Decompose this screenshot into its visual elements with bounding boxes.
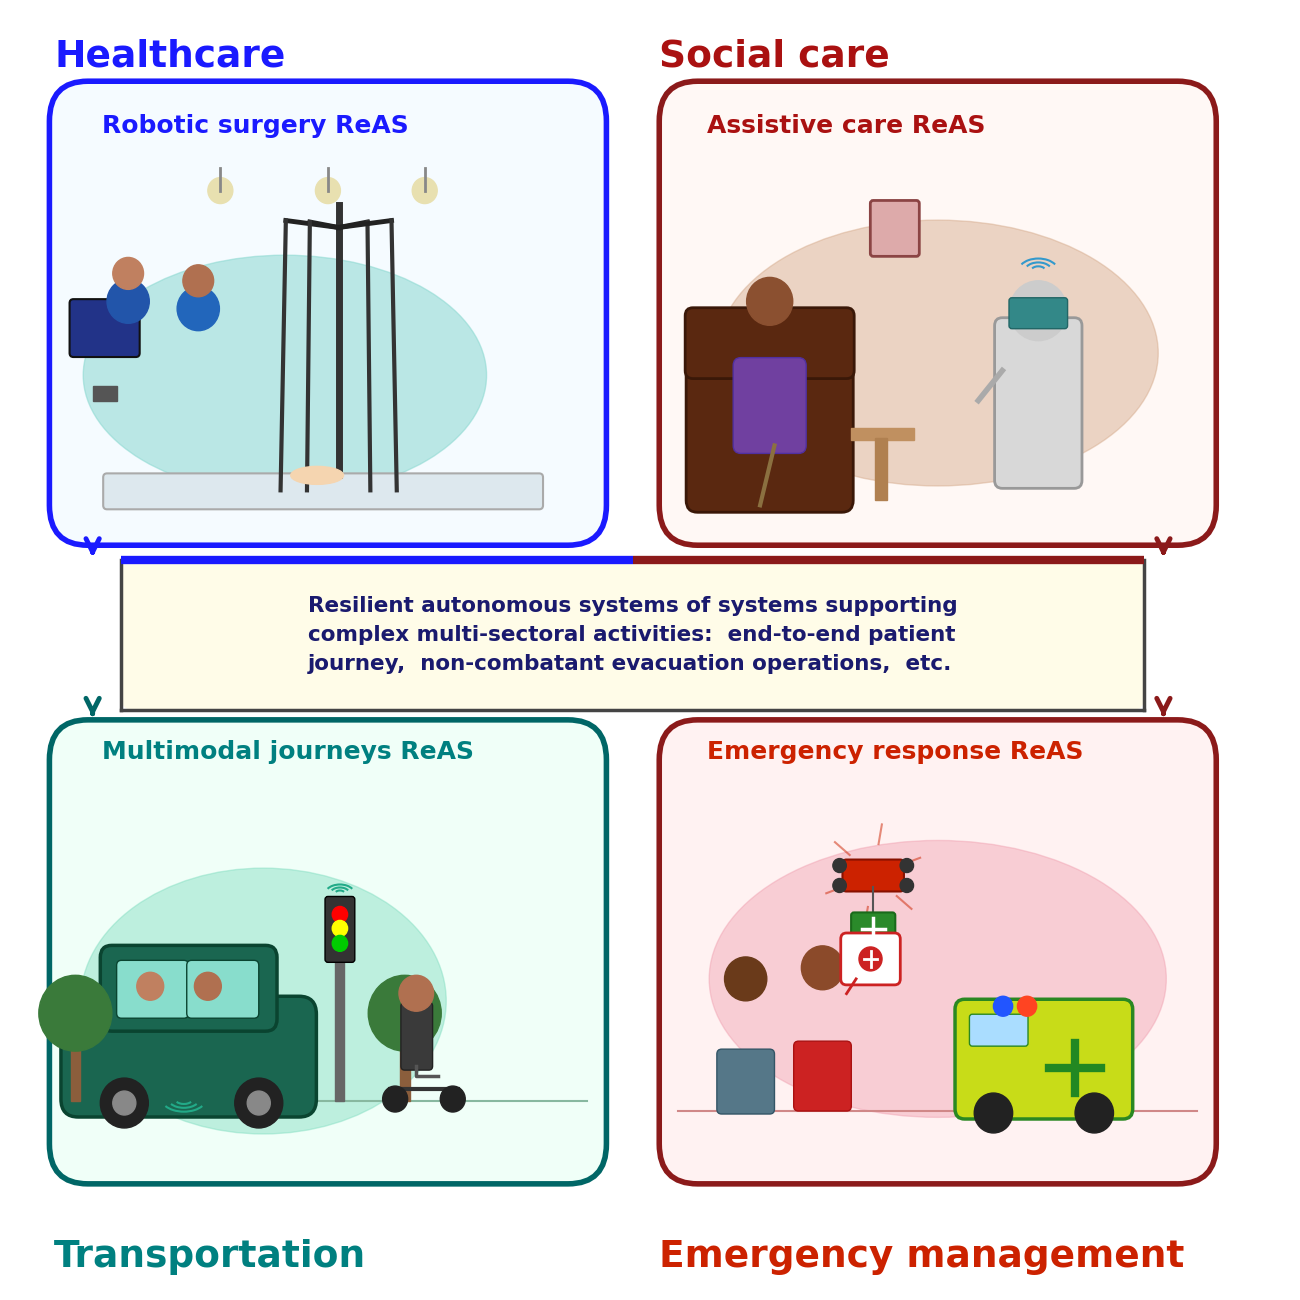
FancyBboxPatch shape — [61, 996, 316, 1117]
Circle shape — [136, 972, 164, 1000]
FancyBboxPatch shape — [870, 200, 919, 256]
FancyBboxPatch shape — [100, 945, 277, 1031]
FancyBboxPatch shape — [685, 308, 854, 378]
Circle shape — [333, 906, 347, 923]
Ellipse shape — [83, 255, 486, 495]
Circle shape — [113, 257, 143, 290]
FancyBboxPatch shape — [117, 961, 188, 1018]
Circle shape — [195, 972, 221, 1000]
Circle shape — [235, 1078, 283, 1128]
FancyBboxPatch shape — [49, 81, 606, 545]
FancyBboxPatch shape — [956, 1000, 1132, 1119]
Circle shape — [316, 178, 341, 204]
Circle shape — [801, 946, 844, 989]
Text: Healthcare: Healthcare — [55, 38, 286, 74]
Circle shape — [412, 178, 437, 204]
FancyBboxPatch shape — [852, 913, 896, 946]
Text: Robotic surgery ReAS: Robotic surgery ReAS — [103, 114, 410, 138]
FancyBboxPatch shape — [70, 299, 139, 358]
Circle shape — [183, 265, 213, 296]
FancyBboxPatch shape — [103, 473, 543, 510]
Circle shape — [441, 1086, 465, 1112]
Circle shape — [833, 858, 846, 872]
Circle shape — [993, 996, 1013, 1017]
Circle shape — [100, 1078, 148, 1128]
Bar — [334, 931, 345, 1101]
Circle shape — [247, 1091, 270, 1115]
Text: Social care: Social care — [659, 38, 891, 74]
Ellipse shape — [710, 840, 1166, 1117]
Circle shape — [333, 936, 347, 952]
FancyBboxPatch shape — [659, 81, 1217, 545]
Text: Assistive care ReAS: Assistive care ReAS — [707, 114, 985, 138]
Ellipse shape — [718, 220, 1158, 486]
Bar — [400, 1026, 410, 1101]
Circle shape — [113, 1091, 135, 1115]
Circle shape — [368, 975, 441, 1052]
FancyBboxPatch shape — [842, 859, 903, 892]
Circle shape — [1075, 1093, 1114, 1134]
Bar — [852, 429, 914, 441]
Text: Resilient autonomous systems of systems supporting
complex multi-sectoral activi: Resilient autonomous systems of systems … — [308, 597, 958, 673]
Circle shape — [107, 280, 150, 324]
Circle shape — [900, 879, 914, 893]
FancyBboxPatch shape — [49, 720, 606, 1184]
Ellipse shape — [81, 868, 446, 1134]
Circle shape — [974, 1093, 1013, 1134]
FancyBboxPatch shape — [841, 933, 901, 985]
FancyBboxPatch shape — [686, 318, 853, 512]
Ellipse shape — [291, 467, 343, 485]
FancyBboxPatch shape — [1009, 298, 1067, 329]
FancyBboxPatch shape — [994, 317, 1082, 489]
FancyBboxPatch shape — [400, 1002, 433, 1070]
Circle shape — [399, 975, 434, 1011]
Text: Emergency management: Emergency management — [659, 1239, 1184, 1275]
FancyBboxPatch shape — [121, 560, 1144, 710]
Circle shape — [900, 858, 914, 872]
Bar — [875, 438, 887, 500]
Bar — [92, 386, 117, 400]
FancyBboxPatch shape — [325, 897, 355, 962]
Circle shape — [39, 975, 112, 1052]
Circle shape — [382, 1086, 408, 1112]
FancyBboxPatch shape — [187, 961, 259, 1018]
Text: Transportation: Transportation — [55, 1239, 367, 1275]
Circle shape — [859, 946, 881, 971]
Text: Emergency response ReAS: Emergency response ReAS — [707, 740, 1084, 764]
Circle shape — [1010, 281, 1067, 341]
Circle shape — [724, 957, 767, 1001]
Circle shape — [833, 879, 846, 893]
Circle shape — [1018, 996, 1036, 1017]
FancyBboxPatch shape — [659, 720, 1217, 1184]
FancyBboxPatch shape — [733, 358, 806, 454]
FancyBboxPatch shape — [970, 1014, 1028, 1046]
FancyBboxPatch shape — [794, 1041, 852, 1111]
Circle shape — [333, 920, 347, 936]
Circle shape — [177, 287, 220, 330]
Text: Multimodal journeys ReAS: Multimodal journeys ReAS — [103, 740, 474, 764]
Circle shape — [208, 178, 233, 204]
Bar — [70, 1026, 81, 1101]
FancyBboxPatch shape — [716, 1049, 775, 1114]
Circle shape — [746, 277, 793, 325]
